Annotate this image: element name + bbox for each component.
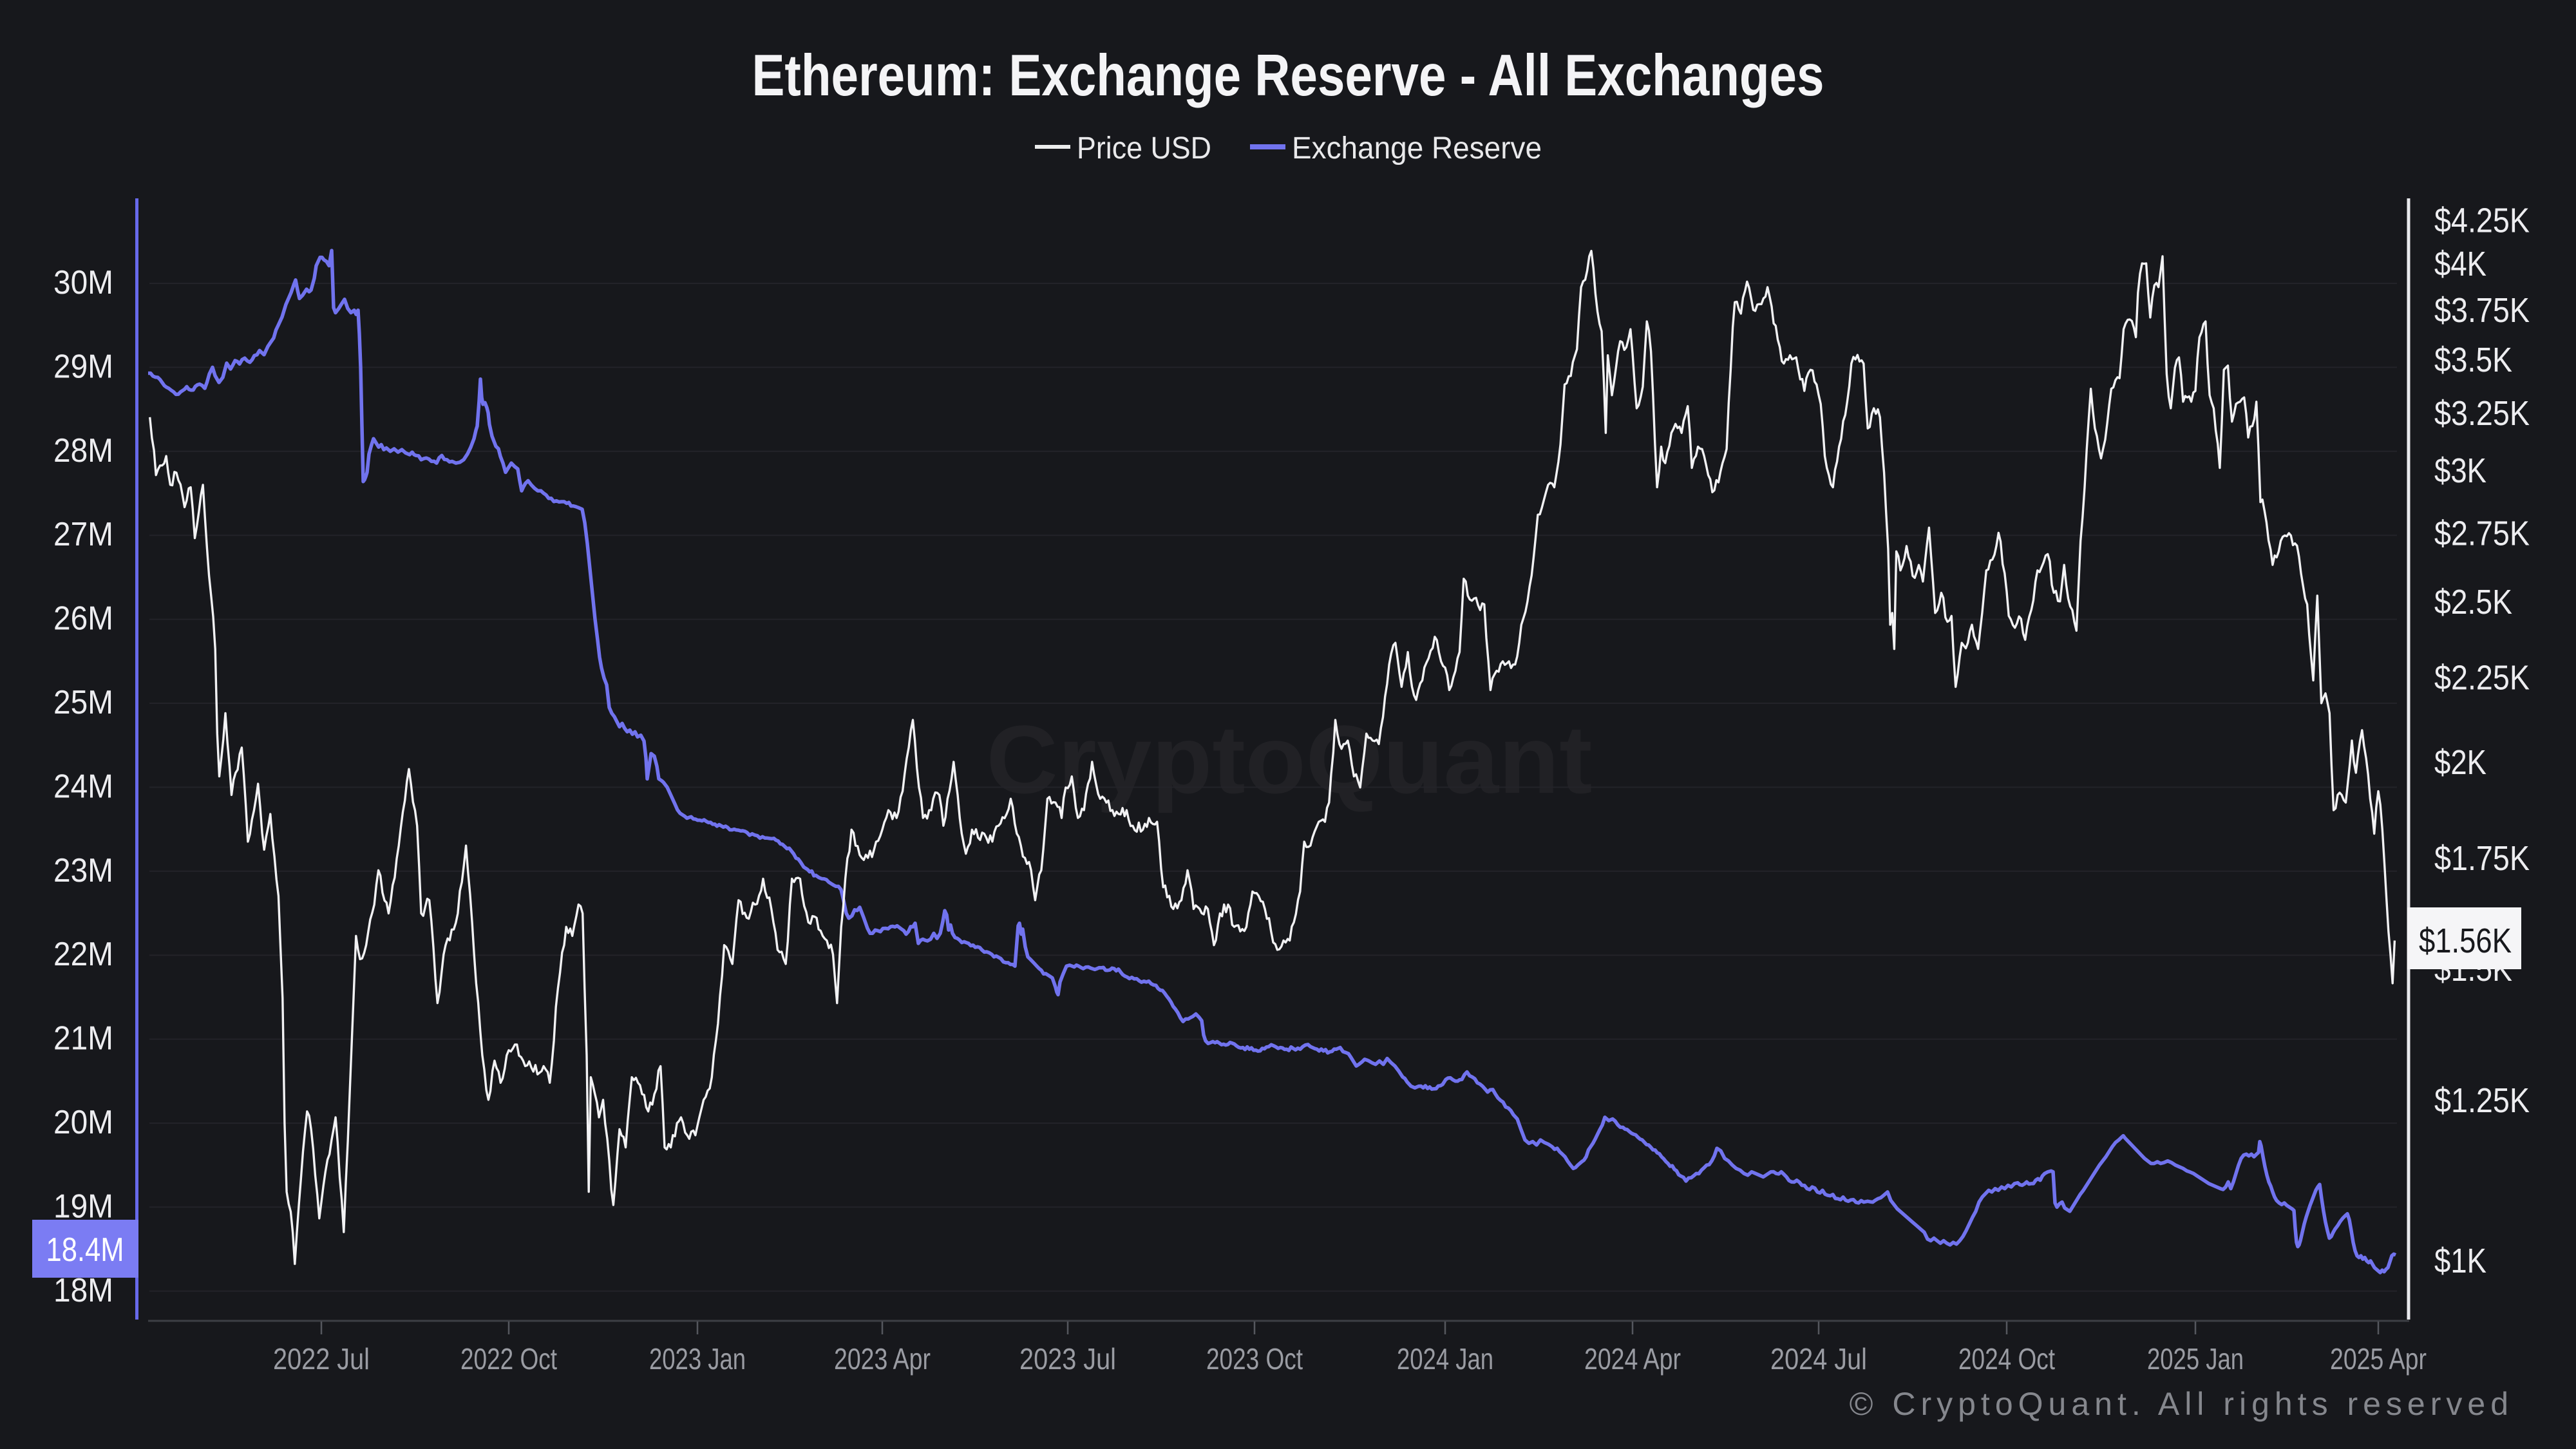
svg-text:2025 Jan: 2025 Jan [2147,1342,2244,1376]
svg-text:27M: 27M [53,516,113,553]
svg-text:2023 Jul: 2023 Jul [1019,1342,1116,1376]
svg-text:2024 Jul: 2024 Jul [1770,1342,1867,1376]
svg-text:$2.5K: $2.5K [2434,583,2512,621]
svg-text:2024 Oct: 2024 Oct [1958,1342,2055,1376]
svg-text:$1.75K: $1.75K [2434,839,2530,878]
svg-text:2023 Oct: 2023 Oct [1206,1342,1303,1376]
svg-text:$4.25K: $4.25K [2434,201,2530,240]
svg-text:24M: 24M [53,768,113,805]
svg-text:18.4M: 18.4M [46,1231,124,1269]
svg-text:$3.75K: $3.75K [2434,291,2530,330]
svg-text:$1K: $1K [2434,1242,2486,1280]
svg-text:2022 Jul: 2022 Jul [273,1342,370,1376]
svg-text:Price USD: Price USD [1077,131,1211,166]
svg-text:20M: 20M [53,1104,113,1141]
svg-text:$3.5K: $3.5K [2434,341,2512,379]
svg-text:© CryptoQuant. All rights rese: © CryptoQuant. All rights reserved [1850,1386,2514,1422]
svg-text:21M: 21M [53,1020,113,1057]
svg-text:2023 Apr: 2023 Apr [834,1342,931,1376]
svg-text:$2K: $2K [2434,743,2486,782]
svg-text:23M: 23M [53,852,113,889]
svg-text:CryptoQuant: CryptoQuant [987,705,1593,813]
svg-text:19M: 19M [53,1188,113,1225]
svg-text:$3.25K: $3.25K [2434,394,2530,433]
svg-text:2023 Jan: 2023 Jan [649,1342,746,1376]
svg-text:$1.25K: $1.25K [2434,1081,2530,1120]
svg-text:$2.25K: $2.25K [2434,659,2530,697]
svg-text:Ethereum: Exchange Reserve - A: Ethereum: Exchange Reserve - All Exchang… [752,43,1824,108]
svg-text:25M: 25M [53,684,113,721]
svg-text:Exchange Reserve: Exchange Reserve [1292,131,1542,166]
svg-text:26M: 26M [53,600,113,638]
svg-text:$4K: $4K [2434,245,2486,283]
svg-text:2025 Apr: 2025 Apr [2330,1342,2427,1376]
svg-text:29M: 29M [53,348,113,385]
svg-text:2024 Apr: 2024 Apr [1584,1342,1681,1376]
svg-text:22M: 22M [53,936,113,973]
svg-text:$3K: $3K [2434,451,2486,490]
svg-text:18M: 18M [53,1272,113,1309]
svg-text:28M: 28M [53,432,113,469]
svg-text:$2.75K: $2.75K [2434,514,2530,553]
svg-text:2024 Jan: 2024 Jan [1397,1342,1493,1376]
svg-text:$1.56K: $1.56K [2419,922,2512,960]
svg-text:2022 Oct: 2022 Oct [460,1342,557,1376]
svg-text:30M: 30M [53,264,113,301]
